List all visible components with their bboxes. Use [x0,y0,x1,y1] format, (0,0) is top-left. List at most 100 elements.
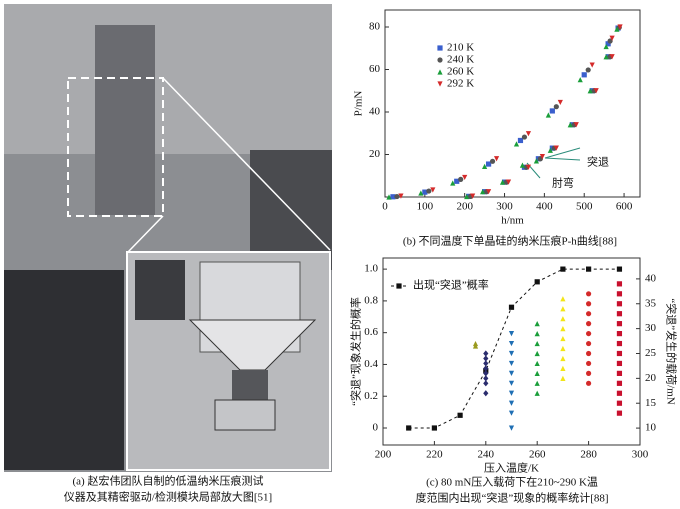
point [483,370,489,377]
point [616,311,623,317]
point [586,330,592,337]
point [567,122,573,128]
point [534,370,540,376]
x-tick-label: 100 [417,201,434,213]
x-axis-label: h/nm [501,215,524,227]
point [603,54,609,60]
point [545,112,551,118]
y-tick-label: 20 [369,148,381,160]
x-tick-label: 300 [632,449,649,461]
point [450,180,456,186]
point [616,281,623,287]
point [609,54,615,60]
point [586,291,592,297]
photo-device [95,25,155,215]
point [560,306,566,312]
y-axis-label: “突退”现象发生的概率 [349,297,363,406]
y2-tick-label: 10 [645,422,657,434]
zoom-box [67,77,164,217]
point [482,163,488,169]
caption: 度范围内出现“突退”现象的概率统计[88] [415,491,608,505]
legend-marker [437,69,443,75]
caption: 仪器及其精密驱动/检测模块局部放大图[51] [64,490,272,504]
point [547,147,553,153]
zoom-line [162,77,331,251]
y2-tick-label: 40 [645,272,657,284]
legend-label: 出现“突退”概率 [413,278,489,292]
point [485,161,492,167]
point [586,340,592,347]
point [616,350,623,357]
point [534,350,540,357]
point [464,193,470,200]
point [390,194,396,200]
point [508,370,515,376]
point [525,131,532,137]
point [586,311,592,317]
y-tick-label: 80 [369,21,381,33]
legend-label: 210 K [447,42,474,54]
legend-marker [396,283,402,289]
point [534,330,540,337]
y2-tick-label: 25 [645,347,657,359]
photo [4,4,332,472]
point [457,412,463,418]
point [585,67,591,73]
point [508,340,515,347]
point [519,162,526,168]
y-tick-label: 60 [369,63,381,75]
point [418,190,424,196]
point [406,425,412,431]
x-tick-label: 240 [478,449,495,461]
point [534,360,540,367]
point [472,340,479,347]
y-tick-label: 40 [369,106,381,118]
point [605,41,611,47]
point [616,400,623,406]
point [508,425,515,431]
y-tick-label: 0.6 [364,326,378,338]
point [560,266,566,272]
point [534,340,540,347]
point [577,77,583,83]
point [394,193,400,200]
y-tick-label: 1.0 [364,263,378,275]
point [589,62,595,68]
inset-part [214,399,276,431]
point [573,122,579,128]
x-tick-label: 600 [616,201,633,213]
point [616,390,623,396]
point [586,360,592,367]
point [430,187,436,193]
point [431,425,437,431]
point [398,193,404,199]
point [581,72,587,78]
y-tick-label: 0.2 [364,390,378,402]
point [525,164,532,170]
caption: (b) 不同温度下单晶硅的纳米压痕P-h曲线[88] [403,234,617,248]
point [616,380,623,386]
legend-marker [437,81,443,87]
point [553,104,559,110]
point [508,410,515,416]
point [603,43,609,50]
point [508,360,515,367]
legend-marker [437,45,443,51]
point [586,301,592,307]
point [617,24,623,30]
point [614,26,620,32]
point [493,156,500,162]
point [508,304,515,310]
x-tick-label: 0 [382,201,388,213]
x-tick-label: 260 [529,449,546,461]
x-tick-label: 220 [426,449,443,461]
legend-label: 260 K [447,66,474,78]
inset-part [135,260,185,320]
legend-label: 292 K [447,78,474,90]
photo-table [4,270,124,470]
point [616,301,623,307]
y-tick-label: 0.4 [364,358,378,370]
point [539,154,545,160]
point [458,176,464,182]
